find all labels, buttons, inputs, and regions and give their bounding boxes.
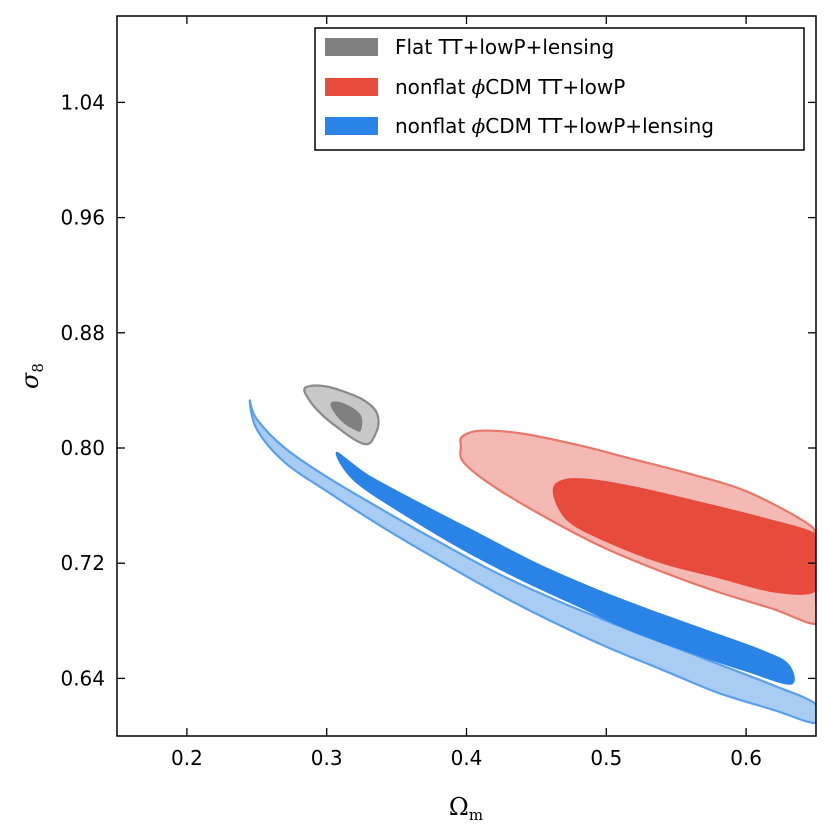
- y-tick-label: 0.72: [60, 551, 105, 575]
- legend-label-flat: Flat TT+lowP+lensing: [395, 35, 614, 59]
- y-tick-label: 0.96: [60, 206, 105, 230]
- legend-label-nonflat-tt-lowp-lensing: nonflat ϕCDM TT+lowP+lensing: [395, 114, 714, 138]
- x-tick-label: 0.5: [590, 746, 622, 770]
- contour-flat-tt-lowp-lensing: [303, 384, 380, 446]
- contour-nonflat-phicdm-tt-lowp-68-region: [552, 478, 816, 595]
- legend-entry-nonflat-tt-lowp-lensing: nonflat ϕCDM TT+lowP+lensing: [325, 114, 714, 138]
- y-tick-label: 0.80: [60, 436, 105, 460]
- contour-nonflat-phicdm-tt-lowp: [459, 429, 816, 625]
- contour-nonflat-phicdm-tt-lowp-lensing-68-region: [335, 451, 795, 685]
- legend-swatch-flat: [325, 38, 378, 56]
- contour-layer: [248, 384, 816, 725]
- y-tick-label: 0.64: [60, 666, 105, 690]
- contour-nonflat-phicdm-tt-lowp-lensing-95-region: [248, 399, 816, 725]
- contour-flat-tt-lowp-lensing-68-region: [330, 401, 363, 432]
- y-axis-title: σ8: [16, 363, 47, 389]
- y-tick-label: 0.88: [60, 321, 105, 345]
- legend-label-nonflat-tt-lowp: nonflat ϕCDM TT+lowP: [395, 75, 625, 99]
- axis-ticks: 0.2 0.3 0.4 0.5 0.6 0.64 0.72 0.80 0.88 0.96 1.04: [60, 16, 816, 770]
- legend-box: [314, 27, 805, 151]
- x-tick-label: 0.6: [730, 746, 762, 770]
- x-axis-title: Ωm: [449, 793, 483, 824]
- legend-swatch-nonflat-tt-lowp: [325, 78, 378, 96]
- contour-nonflat-phicdm-tt-lowp-lensing: [248, 399, 816, 725]
- legend-entry-flat: Flat TT+lowP+lensing: [325, 35, 614, 59]
- legend-entry-nonflat-tt-lowp: nonflat ϕCDM TT+lowP: [325, 75, 625, 99]
- legend-swatch-nonflat-tt-lowp-lensing: [325, 117, 378, 135]
- x-tick-label: 0.2: [171, 746, 203, 770]
- y-tick-label: 1.04: [60, 90, 105, 114]
- x-tick-label: 0.4: [451, 746, 483, 770]
- x-tick-label: 0.3: [311, 746, 343, 770]
- legend: Flat TT+lowP+lensing nonflat ϕCDM TT+low…: [314, 27, 805, 151]
